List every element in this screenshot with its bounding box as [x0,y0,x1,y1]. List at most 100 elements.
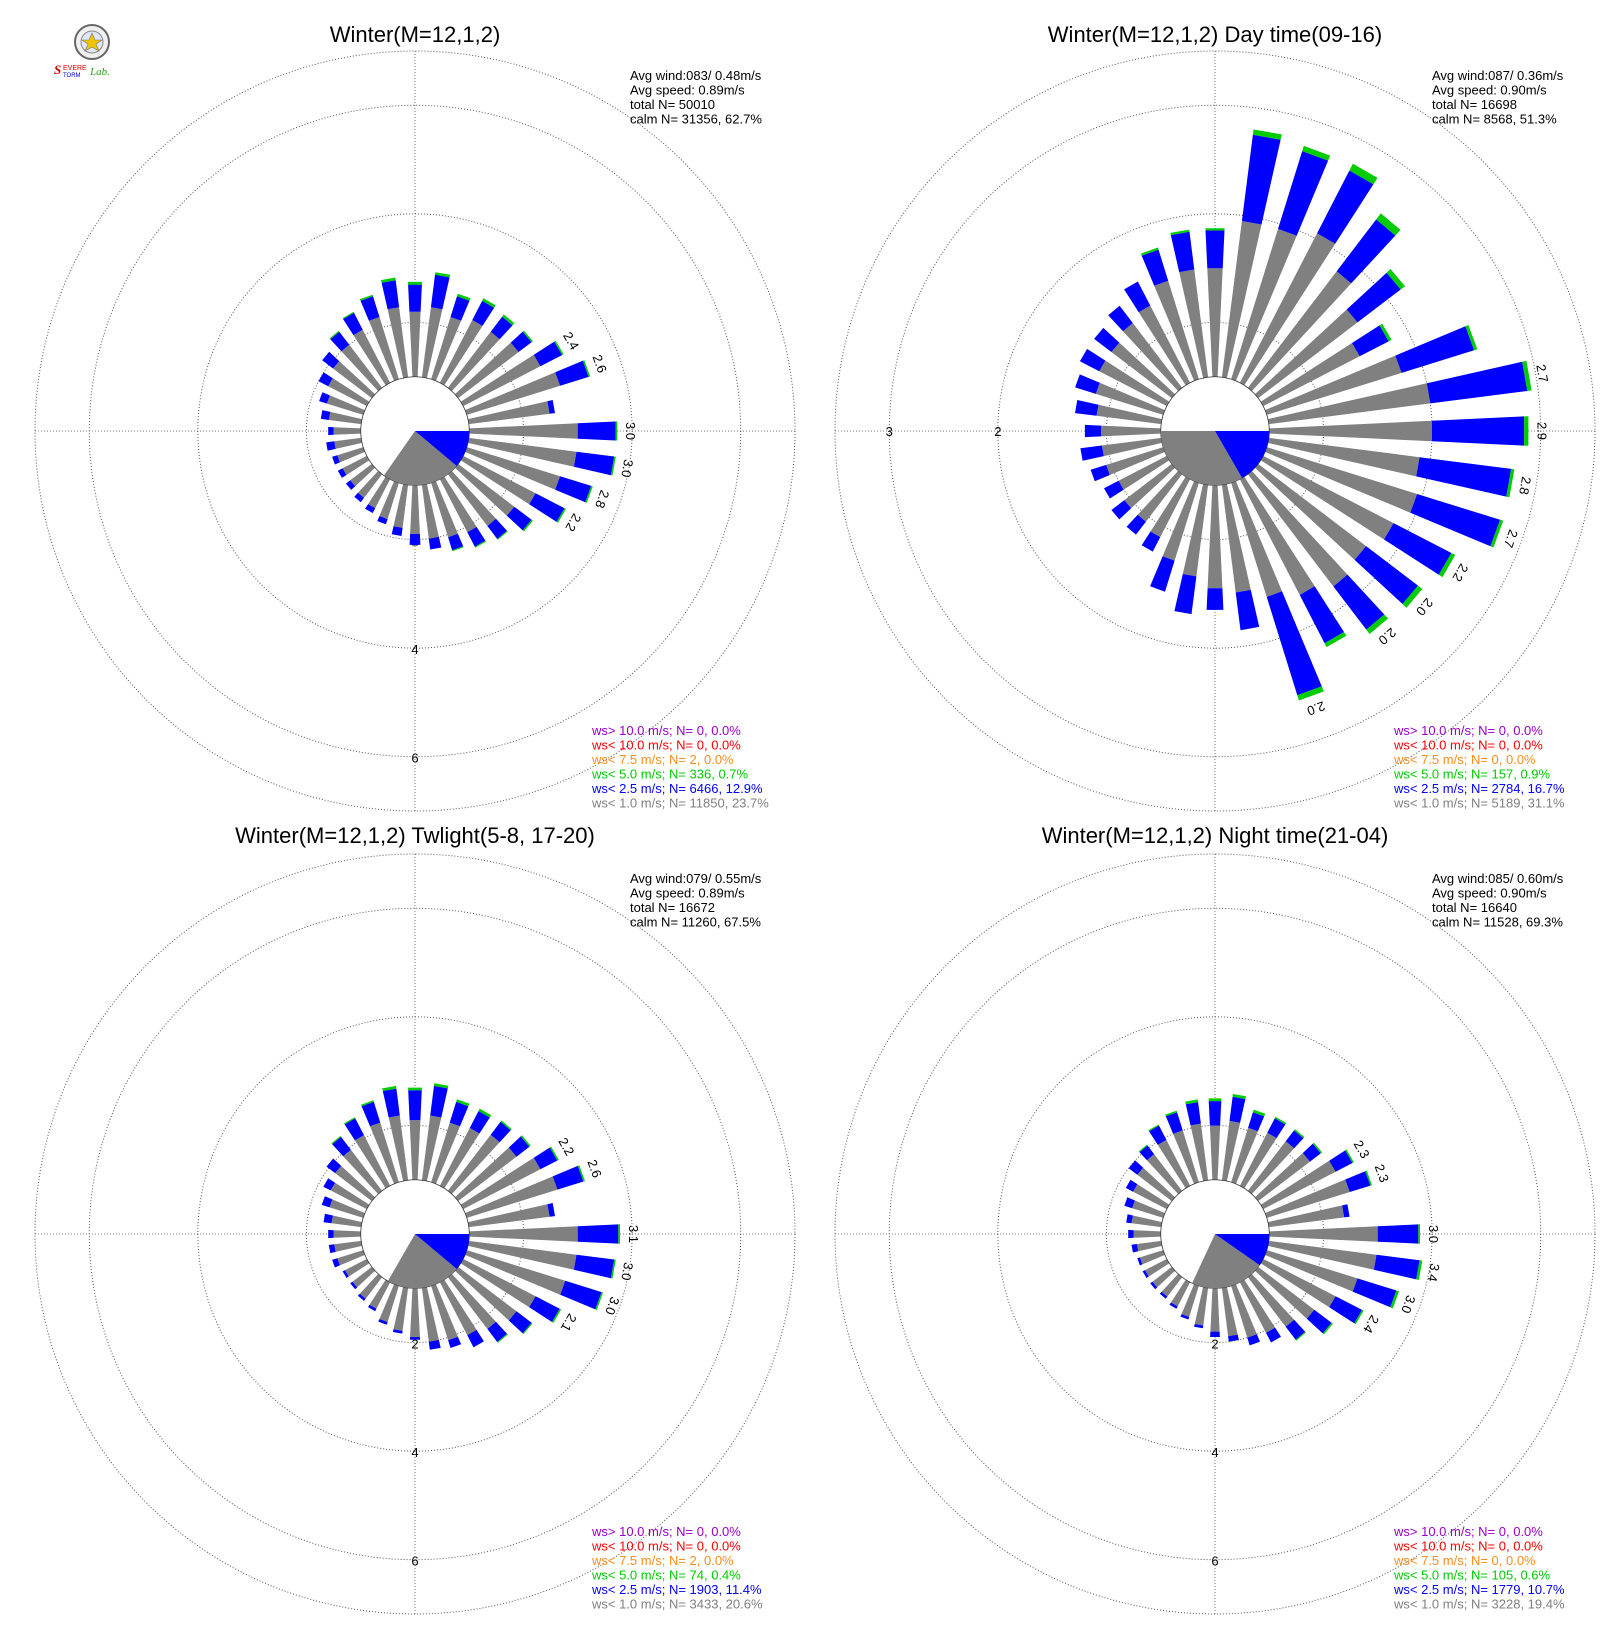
sector-bar-green [1295,1331,1306,1341]
sector-bar-green [478,1108,492,1118]
stats-line: calm N= 8568, 51.3% [1432,112,1557,127]
sector-bar-green [1438,553,1456,578]
sector-bar-gray [1132,1200,1165,1218]
sector-speed-label: 2.8 [592,488,612,510]
sector-bar-gray [431,481,458,538]
stats-line: Avg speed: 0.90m/s [1432,886,1547,901]
sector-bar-green [1376,213,1401,236]
sector-bar-green [435,272,451,278]
sector-bar-gray [1209,1125,1221,1180]
sector-bar-gray [454,342,519,399]
sector-bar-gray [460,354,541,407]
sector-bar-blue [1354,546,1418,604]
sector-bar-gray [1131,1215,1162,1228]
legend-entry: ws< 1.0 m/s; N= 3433, 20.6% [591,1597,763,1612]
sector-bar-blue [354,492,364,503]
sector-bar-blue [1094,327,1120,352]
svg-text:S: S [54,62,61,77]
sector-bar-blue [1205,230,1225,269]
sector-speed-label: 2.4 [560,329,582,352]
sector-bar-blue [1108,305,1133,332]
sector-bar-blue [1185,1102,1201,1126]
sector-bar-gray [1269,1226,1378,1242]
sector-bar-gray [1221,1120,1241,1181]
sector-bar-gray [1111,342,1176,399]
sector-bar-green [1349,163,1378,185]
sector-bar-gray [1145,1258,1170,1277]
sector-bar-blue [320,410,331,420]
sector-speed-label: 2.1 [558,1311,580,1334]
sector-speed-label: 2.7 [1501,528,1521,550]
sector-bar-blue [1075,374,1100,394]
sector-bar-blue [328,1229,334,1239]
sector-bar-gray [388,1115,409,1181]
sector-bar-green [1506,468,1515,498]
sector-bar-blue [1128,1229,1134,1239]
sector-bar-gray [343,1149,383,1195]
sector-speed-label: 3.4 [1425,1262,1443,1282]
sector-bar-green [556,508,566,523]
sector-bar-green [359,294,373,301]
sector-bar-green [474,540,486,548]
sector-bar-blue [1278,151,1329,236]
sector-bar-blue [361,1101,381,1127]
sector-bar-blue [490,1121,511,1143]
sector-bar-green [1324,632,1347,648]
sector-bar-gray [421,484,439,539]
sector-bar-blue [1210,1331,1220,1337]
sector-bar-gray [1137,470,1183,522]
sector-bar-gray [1239,1279,1276,1333]
sector-bar-blue [1194,1324,1204,1329]
sector-bar-blue [552,1165,584,1190]
sector-bar-green [1138,1144,1148,1153]
sector-bar-blue [1131,1244,1139,1253]
sector-bar-blue [1128,1160,1144,1175]
sector-bar-gray [326,395,365,415]
sector-bar-gray [335,1165,376,1202]
sector-bar-blue [1416,457,1512,497]
wind-rose-panel: Winter(M=12,1,2) Night time(21-04) 2 4 6 2.3… [834,823,1596,1615]
sector-bar-green [1345,1149,1354,1163]
legend-entry: ws< 10.0 m/s; N= 0, 0.0% [591,738,741,753]
sector-bar-green [1365,1170,1372,1186]
wind-rose-panel: Winter(M=12,1,2) Twlight(5-8, 17-20) 2 4 6 2… [34,823,796,1615]
sector-bar-green [610,1259,616,1279]
sector-bar-gray [421,1287,439,1342]
sector-bar-blue [1080,445,1104,461]
sector-bar-gray [334,1240,362,1252]
sector-bar-green [595,1292,604,1310]
sector-bar-gray [1181,1284,1199,1317]
sector-bar-green [361,1100,374,1107]
sector-bar-gray [468,437,577,467]
sector-bar-gray [454,1147,517,1202]
sector-bar-blue [1169,1302,1178,1309]
calm-wedge-blue [1215,431,1270,478]
sector-bar-blue [1329,1150,1353,1172]
sector-bar-gray [393,1287,409,1331]
sector-bar-green [1294,1129,1305,1139]
wind-rose-panel: Winter(M=12,1,2) Day time(09-16)1232.72.… [834,22,1596,812]
sector-bar-gray [1106,447,1165,475]
sector-bar-blue [345,480,356,490]
sector-bar-blue [391,526,403,536]
sector-bar-gray [1247,1141,1295,1195]
sector-bar-blue [1126,514,1146,535]
sector-speed-label: 2.6 [584,1158,604,1180]
sector-speed-label: 2.2 [1449,561,1471,584]
range-ring-label: 4 [411,1445,418,1460]
sector-bar-gray [1210,1288,1220,1332]
sector-speed-label: 2.3 [1372,1162,1392,1184]
sector-bar-gray [1190,1123,1209,1181]
sector-bar-gray [359,1273,383,1299]
range-ring-label: 3 [886,424,893,439]
sector-bar-gray [1260,1258,1336,1308]
sector-bar-gray [1268,383,1431,425]
sector-bar-gray [353,329,391,386]
sector-bar-blue [428,1339,441,1350]
sector-bar-gray [1265,355,1402,415]
sector-bar-gray [1221,221,1262,378]
sector-bar-green [522,1322,533,1335]
sector-bar-blue [408,284,422,312]
sector-bar-blue [448,533,464,551]
sector-bar-blue [1141,531,1161,552]
